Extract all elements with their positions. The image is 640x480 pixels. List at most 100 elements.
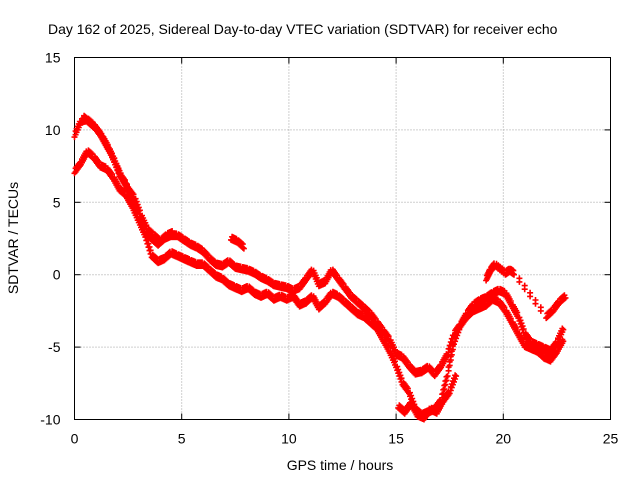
data-point [148, 228, 155, 235]
data-point [519, 323, 526, 330]
data-point [365, 315, 372, 322]
data-point [527, 289, 534, 296]
data-point [210, 269, 217, 275]
data-point [117, 170, 124, 177]
data-point [538, 350, 545, 357]
data-point [514, 309, 521, 316]
data-point [537, 304, 544, 311]
data-point [407, 389, 413, 396]
data-point [532, 297, 539, 303]
data-point [240, 245, 247, 252]
data-point [517, 317, 524, 324]
data-point [90, 121, 97, 128]
data-point [511, 271, 517, 278]
data-point [145, 240, 152, 247]
data-point [392, 358, 398, 365]
x-tick-label: 10 [281, 431, 297, 447]
data-point [133, 198, 140, 205]
data-point [136, 207, 143, 214]
data-point [379, 332, 386, 339]
series-mid-fragment [228, 233, 247, 252]
data-point [249, 286, 256, 293]
y-tick-label: 0 [53, 267, 61, 283]
data-point [520, 326, 527, 332]
data-point [516, 275, 523, 282]
data-point [98, 130, 105, 137]
y-tick-label: 10 [45, 122, 61, 138]
data-point [444, 373, 451, 380]
data-point [408, 392, 415, 399]
data-point [268, 292, 275, 299]
data-point [88, 150, 95, 157]
y-tick-label: 5 [53, 194, 61, 210]
data-point [562, 294, 569, 301]
data-point [135, 204, 142, 211]
y-tick-label: -5 [48, 339, 61, 355]
data-point [84, 115, 91, 122]
data-point [124, 182, 130, 189]
data-point [143, 222, 150, 229]
x-tick-label: 0 [71, 431, 79, 447]
data-point [404, 385, 411, 392]
data-point [352, 306, 359, 313]
series-late-fragment [483, 260, 569, 322]
data-point [507, 298, 514, 304]
x-tick-label: 15 [388, 431, 404, 447]
data-point [204, 251, 211, 258]
data-point [132, 195, 139, 202]
data-point [358, 300, 365, 307]
data-point [238, 240, 245, 247]
data-point [514, 327, 521, 333]
x-tick-label: 25 [603, 431, 619, 447]
y-tick-label: -10 [40, 412, 60, 428]
series-bottom-right-fragment [395, 372, 460, 423]
data-point [394, 363, 401, 370]
plot-frame [74, 57, 611, 420]
data-point [446, 390, 453, 397]
data-point [111, 155, 118, 162]
data-point [395, 366, 402, 373]
data-point [453, 373, 460, 380]
data-point [104, 141, 111, 148]
x-tick-label: 5 [178, 431, 186, 447]
x-tick-label: 20 [496, 431, 512, 447]
data-point [352, 295, 359, 302]
data-point [144, 237, 151, 244]
data-marks [71, 112, 569, 423]
data-point [210, 257, 217, 264]
data-point [410, 365, 417, 372]
data-point [130, 191, 137, 198]
data-point [398, 375, 405, 382]
data-point [223, 277, 230, 284]
data-point [153, 254, 159, 261]
data-point [396, 369, 403, 376]
y-axis-ticks: -10 -5 0 5 10 15 [40, 50, 611, 428]
data-point [507, 315, 514, 322]
data-point [501, 304, 508, 311]
data-point [365, 306, 372, 313]
data-point [452, 372, 459, 379]
data-point [397, 372, 404, 379]
y-tick-label: 15 [45, 50, 61, 66]
y-axis-label: SDTVAR / TECUs [5, 182, 21, 294]
chart-title: Day 162 of 2025, Sidereal Day-to-day VTE… [48, 21, 558, 37]
data-point [560, 338, 567, 345]
data-point [371, 321, 378, 328]
data-point [521, 282, 528, 289]
x-axis-ticks: 0 5 10 15 20 25 [71, 57, 619, 447]
data-point [146, 243, 153, 250]
data-point [109, 171, 115, 178]
data-point [169, 228, 176, 234]
data-point [516, 314, 523, 321]
data-point [385, 333, 392, 340]
data-point [134, 201, 141, 208]
series-band-lower [71, 147, 567, 420]
data-point [143, 233, 150, 240]
series-band-top [80, 112, 177, 246]
data-point [560, 326, 567, 333]
data-point [345, 300, 352, 307]
data-point [230, 260, 237, 267]
data-point [339, 295, 346, 302]
data-point [385, 344, 392, 351]
